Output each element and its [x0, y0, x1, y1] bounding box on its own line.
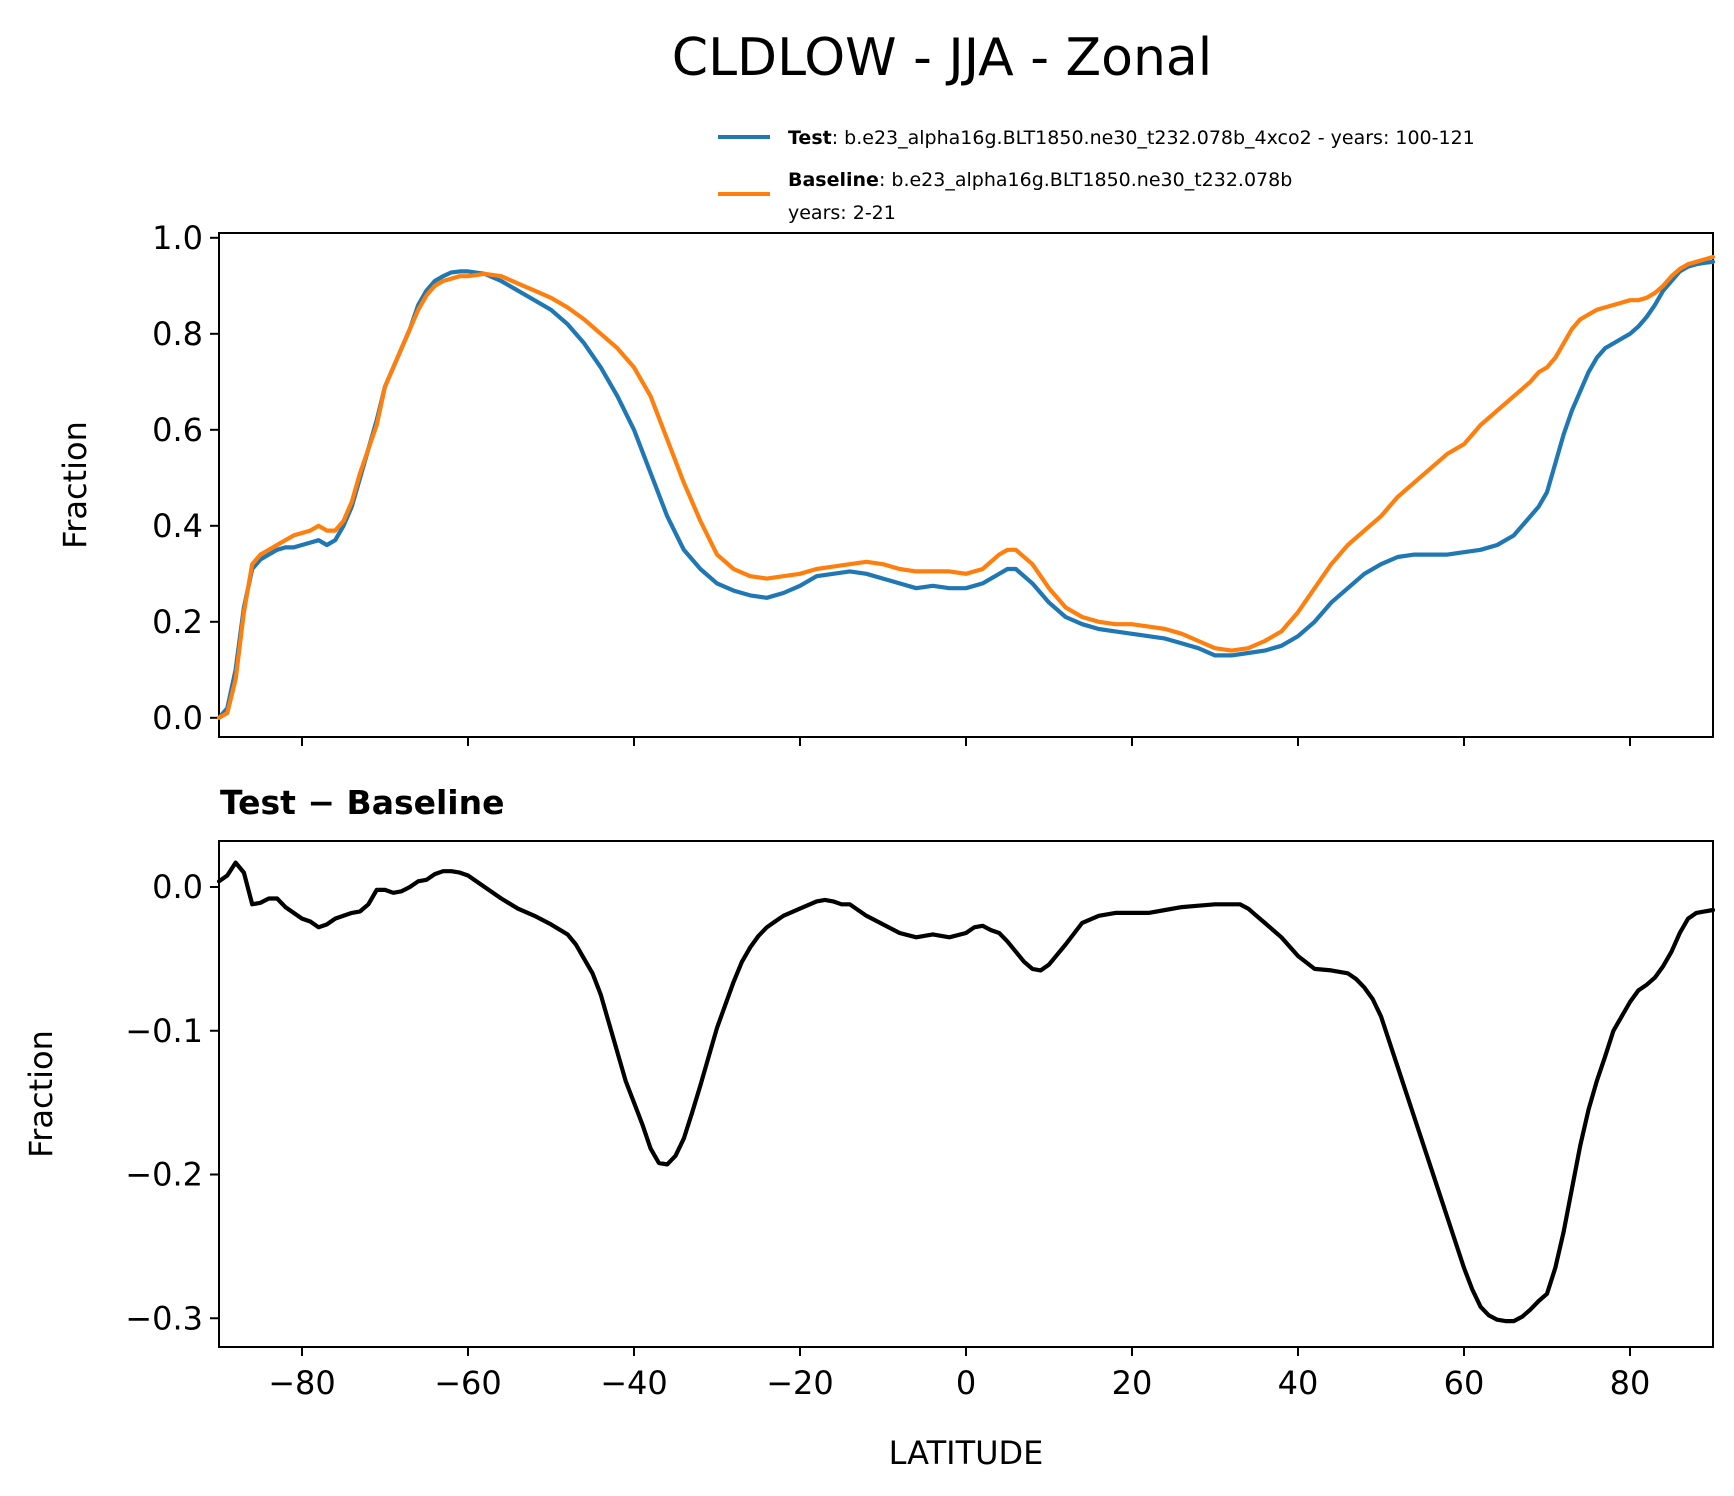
x-tick-label: 40	[1278, 1364, 1319, 1402]
x-tick-label: 60	[1444, 1364, 1485, 1402]
legend-name-test: Test	[788, 127, 832, 149]
x-tick-label: 20	[1112, 1364, 1153, 1402]
bottom-panel: Test − Baseline 0.0 −0.1 −0.2 −0.3 −80 −60 −4…	[22, 783, 1716, 1472]
chart-title: CLDLOW - JJA - Zonal	[672, 28, 1212, 88]
bottom-y-axis-label: Fraction	[22, 1030, 60, 1158]
x-tick-label: 0	[956, 1364, 976, 1402]
top-y-tick-label: 0.6	[152, 411, 203, 449]
legend-text2-baseline: years: 2-21	[788, 202, 896, 224]
bottom-panel-title: Test − Baseline	[220, 783, 505, 822]
bottom-y-tick-label: −0.2	[125, 1156, 203, 1194]
x-axis-label: LATITUDE	[889, 1434, 1044, 1472]
top-plot-frame	[218, 232, 1714, 738]
legend-entry-baseline: Baseline: b.e23_alpha16g.BLT1850.ne30_t2…	[788, 169, 1292, 191]
legend-name-baseline: Baseline	[788, 169, 879, 191]
bottom-y-tick-label: −0.3	[125, 1299, 203, 1337]
top-y-ticks: 0.0 0.2 0.4 0.6 0.8 1.0	[152, 219, 219, 737]
series-line-test-baseline	[216, 860, 1716, 1324]
x-tick-label: −60	[434, 1364, 502, 1402]
bottom-x-ticks: −80 −60 −40 −20 0 20 40 60 80	[268, 1347, 1650, 1402]
top-y-tick-label: 0.8	[152, 315, 203, 353]
top-y-tick-label: 0.0	[152, 699, 203, 737]
legend-text-baseline: : b.e23_alpha16g.BLT1850.ne30_t232.078b	[879, 169, 1292, 191]
bottom-series-group	[216, 860, 1716, 1324]
top-y-tick-label: 0.2	[152, 603, 203, 641]
x-tick-label: −40	[600, 1364, 668, 1402]
bottom-plot-frame	[218, 840, 1714, 1348]
x-tick-label: −80	[268, 1364, 336, 1402]
series-line-baseline	[216, 254, 1716, 720]
top-y-tick-label: 0.4	[152, 507, 203, 545]
legend-entry-test: Test: b.e23_alpha16g.BLT1850.ne30_t232.0…	[788, 127, 1475, 149]
top-panel: 0.0 0.2 0.4 0.6 0.8 1.0 Fraction	[56, 219, 1716, 746]
series-line-test	[216, 259, 1716, 720]
legend-text-test: : b.e23_alpha16g.BLT1850.ne30_t232.078b_…	[832, 127, 1475, 149]
bottom-y-ticks: 0.0 −0.1 −0.2 −0.3	[125, 868, 219, 1337]
top-y-tick-label: 1.0	[152, 219, 203, 257]
top-x-ticks	[301, 737, 1631, 746]
bottom-y-tick-label: −0.1	[125, 1012, 203, 1050]
bottom-y-tick-label: 0.0	[152, 868, 203, 906]
top-series-group	[216, 254, 1716, 720]
x-tick-label: −20	[766, 1364, 834, 1402]
top-y-axis-label: Fraction	[56, 421, 94, 549]
legend: Test: b.e23_alpha16g.BLT1850.ne30_t232.0…	[718, 127, 1475, 224]
x-tick-label: 80	[1610, 1364, 1651, 1402]
